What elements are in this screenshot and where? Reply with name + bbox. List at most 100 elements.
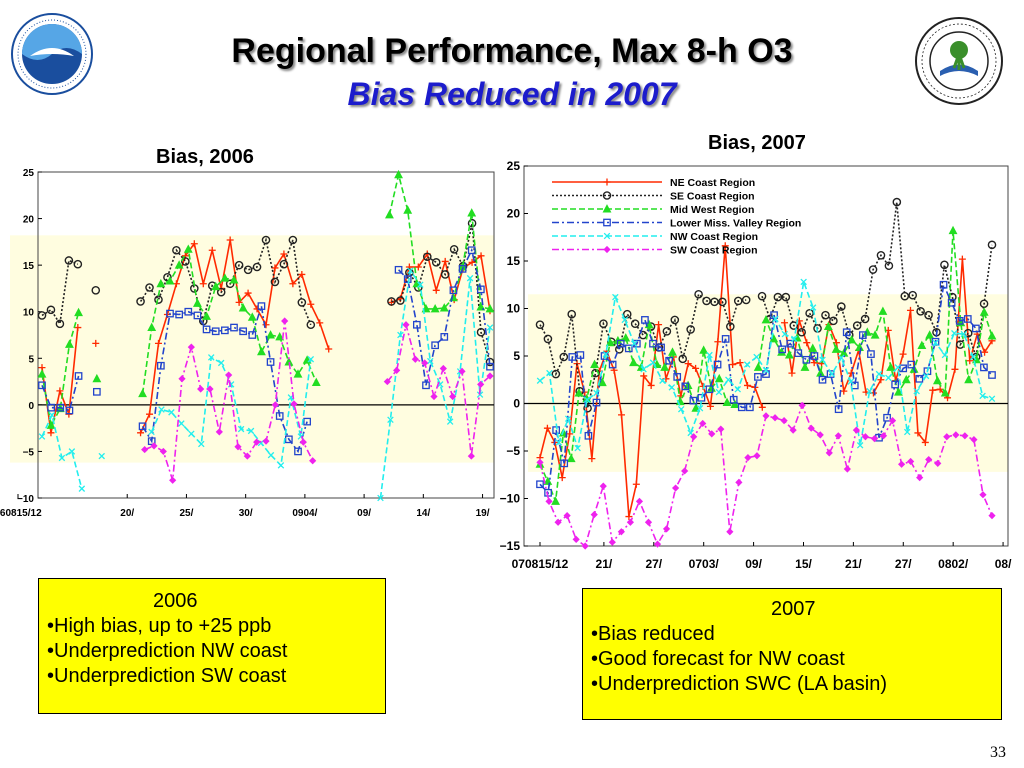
data-point (743, 361, 751, 368)
data-point (566, 453, 576, 463)
data-point (393, 366, 401, 374)
data-point (877, 376, 885, 384)
data-point (710, 297, 719, 307)
data-point (564, 415, 572, 422)
data-point (289, 280, 297, 288)
data-point (784, 350, 794, 359)
data-point (940, 388, 950, 397)
x-tick-label: 27/ (895, 557, 912, 571)
data-point (230, 323, 238, 332)
data-point (761, 315, 771, 324)
data-point (306, 320, 316, 330)
data-point (762, 412, 770, 420)
data-point (921, 438, 929, 446)
data-point (138, 388, 148, 398)
data-point (414, 263, 422, 271)
legend-label: SW Coast Region (670, 245, 758, 257)
data-point (907, 457, 915, 466)
data-point (952, 431, 960, 439)
data-point (574, 444, 581, 452)
data-point (266, 358, 275, 366)
data-point (303, 417, 311, 426)
data-point (684, 360, 692, 368)
data-point (653, 540, 662, 548)
data-point (800, 362, 810, 371)
data-point (617, 528, 625, 536)
data-point (47, 429, 55, 437)
data-point (754, 373, 762, 381)
data-point (852, 426, 860, 434)
data-point (261, 235, 271, 245)
data-point (439, 364, 447, 373)
data-point (256, 346, 266, 356)
series-line (761, 202, 993, 358)
series-line (41, 375, 80, 412)
data-point (943, 433, 951, 441)
data-point (608, 360, 617, 369)
data-point (56, 387, 64, 395)
data-point (771, 414, 779, 422)
data-point (216, 287, 226, 297)
data-point (702, 296, 711, 306)
data-point (694, 289, 703, 299)
x-tick-label: 08/ (995, 557, 1012, 571)
data-point (629, 357, 638, 367)
data-point (46, 305, 56, 315)
data-point (168, 409, 175, 416)
data-point (593, 389, 600, 397)
data-point (786, 339, 795, 348)
x-tick-label: 19/ (476, 508, 490, 519)
data-point (602, 191, 612, 200)
data-point (987, 240, 997, 250)
data-point (722, 397, 732, 407)
data-point (705, 385, 714, 394)
data-point (621, 333, 631, 342)
data-point (914, 429, 922, 437)
data-point (148, 428, 155, 436)
data-point (92, 339, 100, 347)
data-point (692, 364, 700, 372)
data-point (979, 307, 989, 316)
data-point (543, 424, 551, 432)
data-point (307, 300, 315, 308)
data-point (603, 245, 611, 254)
data-point (735, 478, 743, 486)
data-point (951, 365, 959, 373)
data-point (293, 369, 303, 378)
summary-item: •Underprediction NW coast (47, 640, 288, 662)
data-point (169, 476, 177, 484)
summary-item: •Bias reduced (591, 623, 715, 645)
data-point (590, 511, 598, 519)
data-point (221, 326, 229, 335)
data-point (394, 265, 403, 274)
data-point (178, 420, 185, 427)
data-point (746, 403, 754, 412)
x-tick-label: 25/ (179, 508, 193, 519)
data-point (199, 280, 207, 288)
data-point (979, 299, 989, 309)
data-point (202, 325, 211, 334)
data-point (294, 447, 302, 456)
data-point (823, 321, 833, 331)
data-point (907, 360, 916, 369)
data-point (165, 276, 175, 285)
data-point (446, 418, 454, 425)
data-point (551, 369, 561, 379)
data-point (733, 296, 743, 306)
data-point (555, 439, 563, 446)
data-point (193, 311, 202, 320)
data-point (485, 357, 495, 367)
data-point (147, 322, 157, 332)
data-point (929, 386, 937, 394)
data-point (325, 345, 333, 353)
data-point (850, 381, 859, 390)
data-point (588, 455, 596, 463)
data-point (925, 330, 935, 339)
data-point (966, 357, 974, 365)
data-point (145, 283, 154, 292)
data-point (630, 319, 640, 328)
y-tick-label: −10 (500, 492, 520, 506)
data-point (647, 381, 655, 389)
data-point (876, 251, 886, 260)
